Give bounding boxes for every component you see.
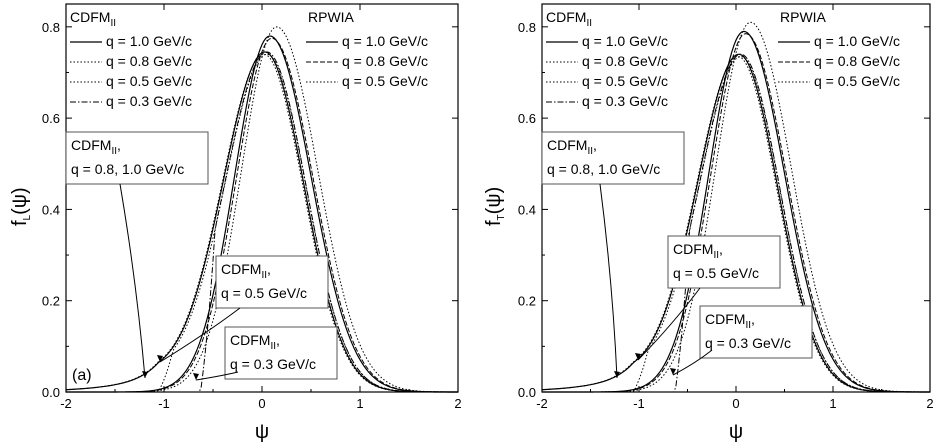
y-tick-label: 0.4 xyxy=(42,202,60,217)
annotation-arrow xyxy=(195,371,239,381)
y-tick-label: 0.4 xyxy=(518,202,536,217)
x-tick-label: 0 xyxy=(732,396,739,411)
y-axis-label-group: fT(ψ) xyxy=(483,187,507,226)
legend-entry-rpwia: q = 0.5 GeV/c xyxy=(342,73,428,89)
x-axis-label: ψ xyxy=(255,421,269,443)
series-line xyxy=(542,53,930,393)
arrow-head xyxy=(193,373,199,380)
annotation-model: CDFMII, xyxy=(230,332,280,352)
annotation-box xyxy=(699,305,813,359)
legend-entry-rpwia: q = 1.0 GeV/c xyxy=(342,33,428,49)
arrow-head xyxy=(670,368,676,375)
x-tick-label: -2 xyxy=(60,396,72,411)
annotation-text: q = 0.3 GeV/c xyxy=(230,356,316,372)
x-tick-label: 1 xyxy=(829,396,836,411)
legend-entry-rpwia: q = 0.8 GeV/c xyxy=(814,53,900,69)
x-tick-label: 2 xyxy=(926,396,933,411)
legend-entry-rpwia: q = 0.8 GeV/c xyxy=(342,53,428,69)
annotation-text: q = 0.8, 1.0 GeV/c xyxy=(547,161,660,177)
chart-panel-b: -2 -1 0 1 2 0.0 0.2 0.4 0.6 0.8 ψ fT(ψ) CDFMII RPWIA q… xyxy=(483,3,934,443)
annotation-model: CDFMII, xyxy=(547,137,597,157)
legend-title-cdfm: CDFMII xyxy=(70,9,116,29)
x-tick-label: 0 xyxy=(258,396,265,411)
legend-entry-cdfm: q = 0.8 GeV/c xyxy=(582,53,668,69)
annotation-arrow xyxy=(672,349,713,376)
arrow-head xyxy=(614,371,620,378)
y-tick-label: 0.0 xyxy=(42,385,60,400)
chart-panel-a: -2 -1 0 1 2 0.0 0.2 0.4 0.6 0.8 ψ fL(ψ) CDFMII RPWIA q… xyxy=(9,3,462,443)
annotation-arrow xyxy=(599,183,618,379)
y-tick-label: 0.6 xyxy=(518,111,536,126)
annotation-box xyxy=(541,131,685,185)
legend-entry-rpwia: q = 1.0 GeV/c xyxy=(814,33,900,49)
legend-title-cdfm: CDFMII xyxy=(546,9,592,29)
series-line xyxy=(542,56,930,393)
y-tick-label: 0.0 xyxy=(518,385,536,400)
annotation-arrow xyxy=(637,287,701,361)
legend-entry-cdfm: q = 0.3 GeV/c xyxy=(582,93,668,109)
annotation-box xyxy=(65,131,209,185)
x-tick-label: 1 xyxy=(356,396,363,411)
x-axis-label: ψ xyxy=(729,421,743,443)
annotation-text: q = 0.3 GeV/c xyxy=(705,335,791,351)
annotation-box xyxy=(667,235,781,289)
series-line xyxy=(542,21,931,393)
annotation-model: CDFMII, xyxy=(221,261,271,281)
legend-entry-cdfm: q = 0.5 GeV/c xyxy=(582,73,668,89)
x-tick-label: 2 xyxy=(454,396,461,411)
x-tick-label: -2 xyxy=(536,396,548,411)
annotation-text: q = 0.5 GeV/c xyxy=(673,265,759,281)
legend-entry-cdfm: q = 0.8 GeV/c xyxy=(106,53,192,69)
y-tick-label: 0.6 xyxy=(42,111,60,126)
y-axis-label: fT(ψ) xyxy=(483,187,507,226)
annotation-arrow xyxy=(119,183,146,379)
legend-entry-cdfm: q = 0.3 GeV/c xyxy=(106,93,192,109)
arrow-head xyxy=(142,371,148,378)
legend-entry-rpwia: q = 0.5 GeV/c xyxy=(814,73,900,89)
series-line xyxy=(66,26,459,393)
annotation-text: q = 0.8, 1.0 GeV/c xyxy=(71,161,184,177)
legend-title-rpwia: RPWIA xyxy=(780,9,827,25)
y-tick-label: 0.2 xyxy=(42,294,60,309)
annotation-box xyxy=(215,255,329,309)
legend-entry-cdfm: q = 0.5 GeV/c xyxy=(106,73,192,89)
annotation-model: CDFMII, xyxy=(673,241,723,261)
series-line xyxy=(66,51,458,393)
series-line xyxy=(542,33,931,393)
y-axis-label: fL(ψ) xyxy=(9,187,33,226)
panel-label: (a) xyxy=(72,367,92,384)
arrow-head xyxy=(157,355,163,362)
legend-entry-cdfm: q = 1.0 GeV/c xyxy=(582,33,668,49)
y-tick-label: 0.8 xyxy=(42,20,60,35)
y-tick-label: 0.2 xyxy=(518,294,536,309)
series-line xyxy=(66,37,459,393)
x-tick-label: -1 xyxy=(158,396,170,411)
y-tick-label: 0.8 xyxy=(518,20,536,35)
annotation-arrow xyxy=(159,307,241,363)
arrow-head xyxy=(635,353,641,360)
legend-entry-cdfm: q = 1.0 GeV/c xyxy=(106,33,192,49)
legend-title-rpwia: RPWIA xyxy=(308,9,355,25)
annotation-model: CDFMII, xyxy=(71,137,121,157)
x-tick-label: -1 xyxy=(633,396,645,411)
series-line xyxy=(66,53,458,393)
annotation-text: q = 0.5 GeV/c xyxy=(221,285,307,301)
annotation-box xyxy=(224,326,338,380)
y-axis-label-group: fL(ψ) xyxy=(9,187,33,226)
annotation-model: CDFMII, xyxy=(705,311,755,331)
